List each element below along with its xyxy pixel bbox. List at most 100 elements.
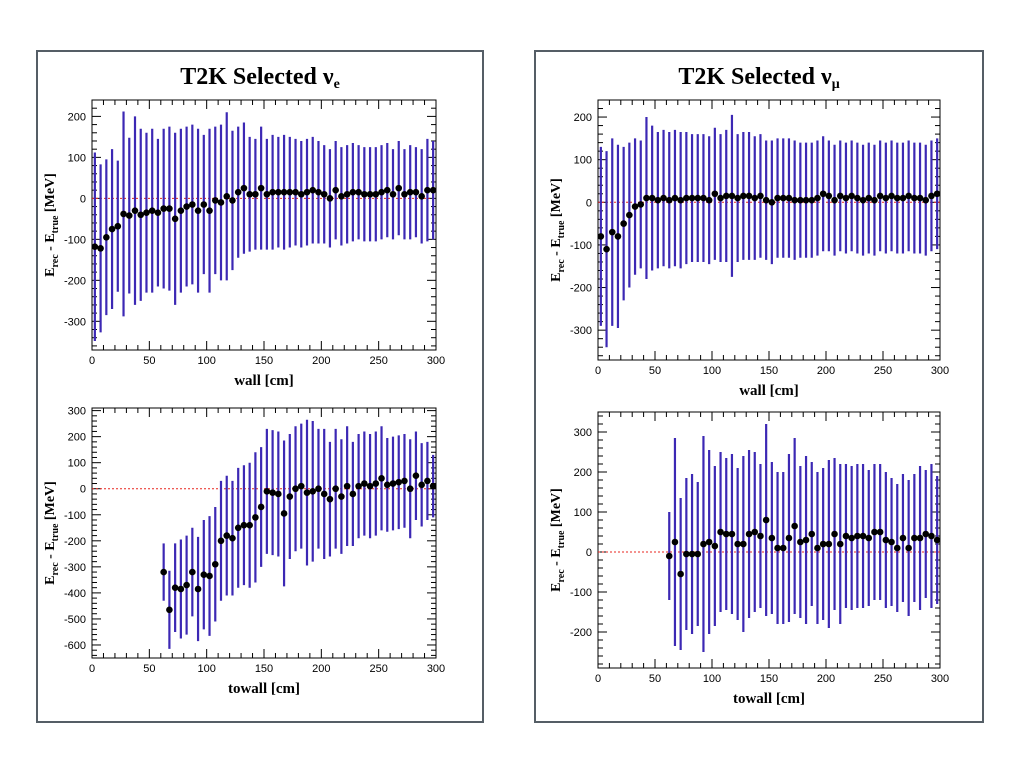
y-axis-title-sub: true: [556, 220, 567, 238]
data-point: [234, 524, 242, 532]
data-point: [893, 194, 901, 202]
data-point: [626, 211, 633, 219]
plot-nue-towall: 0 50 100 150 200 250 300 -600 -500 -400 -300 -200 -1…: [43, 406, 445, 697]
data-point: [194, 207, 202, 214]
x-axis-title: wall [cm]: [234, 373, 294, 389]
data-point: [882, 194, 890, 202]
data-point: [620, 220, 627, 227]
x-tick-label: 250: [874, 365, 892, 377]
data-point: [280, 510, 288, 517]
right-title-main: T2K Selected ν: [678, 64, 832, 90]
left-panel-title: T2K Selected νe: [38, 64, 482, 93]
data-point: [814, 194, 821, 202]
data-point: [378, 475, 385, 482]
data-point: [355, 188, 362, 196]
y-tick-label: 0: [80, 484, 86, 496]
y-axis-title-part: [MeV]: [549, 178, 564, 220]
data-point: [745, 192, 753, 200]
data-point: [688, 194, 696, 202]
data-point: [654, 196, 662, 204]
data-point: [876, 528, 884, 536]
data-point: [189, 201, 196, 208]
data-point: [103, 233, 110, 241]
data-point: [700, 540, 707, 548]
data-point: [825, 540, 833, 548]
data-point: [372, 190, 380, 198]
data-point: [768, 534, 776, 542]
data-point: [665, 196, 673, 204]
data-point: [791, 196, 798, 204]
y-axis-title: Erec - Etrue [MeV]: [43, 173, 61, 277]
x-tick-label: 250: [369, 663, 387, 675]
data-point: [280, 188, 288, 196]
data-point: [361, 190, 368, 198]
data-point: [757, 192, 764, 200]
right-panel-title: T2K Selected νμ: [536, 64, 982, 93]
data-point: [166, 205, 173, 212]
plot-frame: [91, 407, 437, 659]
data-point: [802, 196, 810, 204]
y-tick-label: -400: [64, 588, 86, 600]
data-point: [882, 536, 890, 544]
y-axis-title-sub: true: [50, 523, 61, 541]
data-point: [854, 194, 861, 202]
data-point: [722, 530, 730, 538]
data-point: [911, 194, 918, 202]
y-tick-label: 0: [586, 547, 592, 559]
data-point: [292, 188, 299, 196]
data-point: [871, 196, 878, 204]
x-tick-label: 0: [595, 673, 601, 685]
y-axis-title-part: - E: [549, 548, 564, 569]
data-point: [412, 188, 420, 196]
data-point: [412, 472, 420, 480]
data-point: [343, 482, 351, 490]
data-point: [200, 571, 208, 578]
data-point: [751, 194, 759, 202]
data-point: [671, 194, 679, 202]
data-point: [643, 194, 650, 202]
x-tick-label: 150: [255, 355, 273, 367]
data-point: [871, 528, 878, 536]
data-point: [825, 192, 833, 200]
y-tick-label: -100: [570, 240, 592, 252]
data-point: [217, 199, 225, 206]
data-point: [120, 210, 127, 218]
data-point: [125, 212, 133, 219]
data-point: [97, 245, 104, 252]
y-axis-title-part: - E: [43, 233, 58, 254]
data-point: [779, 544, 787, 552]
data-point: [171, 584, 179, 591]
data-point: [774, 544, 781, 552]
data-point: [831, 196, 838, 204]
data-point: [854, 532, 861, 540]
x-axis-title: towall [cm]: [228, 681, 300, 697]
data-point: [383, 481, 391, 489]
data-point: [166, 606, 173, 614]
x-tick-label: 0: [89, 663, 95, 675]
data-point: [143, 209, 150, 217]
data-point: [189, 568, 196, 576]
plot-frame: [91, 99, 437, 351]
data-point: [246, 190, 253, 198]
data-point: [257, 184, 265, 192]
data-point: [671, 538, 679, 546]
y-axis-title-part: - E: [549, 238, 564, 259]
data-point: [361, 480, 368, 487]
data-point: [148, 207, 156, 214]
x-tick-label: 300: [931, 673, 949, 685]
data-point: [893, 544, 901, 552]
data-point: [740, 540, 747, 548]
data-point: [717, 528, 724, 536]
data-point: [252, 190, 259, 198]
y-tick-label: -600: [64, 640, 86, 652]
data-point: [848, 192, 855, 200]
data-point: [349, 490, 357, 498]
plot-area: 0 50 100 150 200 250 300 -300 -200 -100 0 100 200 wal…: [43, 99, 445, 389]
plot-nue-wall: 0 50 100 150 200 250 300 -300 -200 -100 0 100 200 wal…: [43, 99, 445, 389]
x-tick-label: 200: [817, 673, 835, 685]
data-point: [292, 485, 299, 493]
data-point: [899, 194, 907, 202]
data-point: [797, 538, 804, 546]
data-point: [424, 477, 431, 485]
data-point: [911, 534, 918, 542]
